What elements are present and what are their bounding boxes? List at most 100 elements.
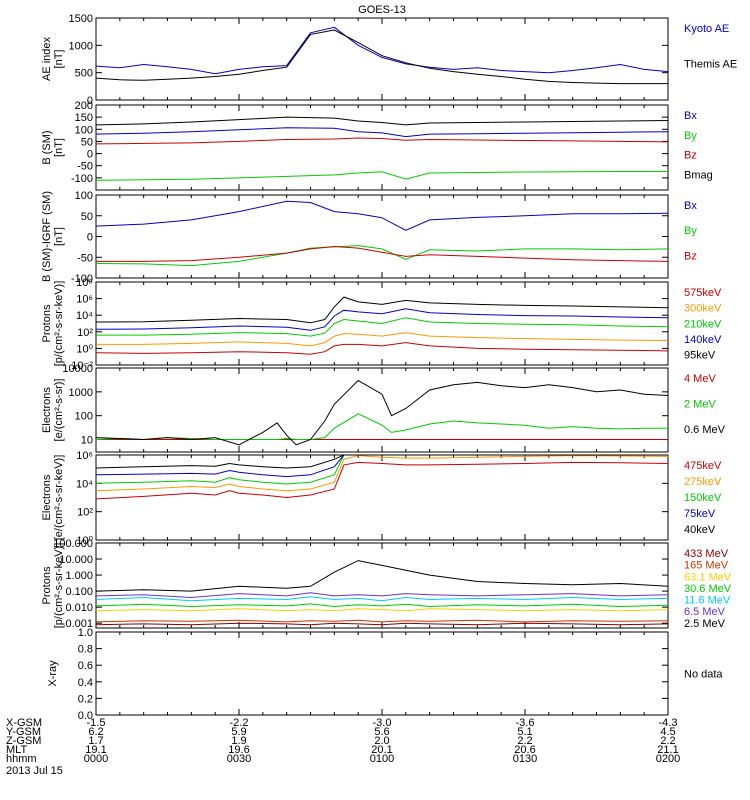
series-line xyxy=(95,127,669,138)
y-axis-label: [e/(cm²-s-sr-keV)] xyxy=(53,455,65,541)
footer-row-value: 20.6 xyxy=(514,744,535,756)
legend-entry: 95keV xyxy=(684,350,716,362)
y-axis-label: B (SM) xyxy=(41,130,53,164)
legend-entry: 2 MeV xyxy=(684,398,716,410)
footer-row-value: 1.9 xyxy=(231,735,246,747)
legend-entry: 40keV xyxy=(684,524,716,536)
y-tick-label: 10⁴ xyxy=(76,310,93,322)
y-axis-label: AE index xyxy=(41,36,53,81)
legend-entry: Kyoto AE xyxy=(684,23,729,35)
series-line xyxy=(96,317,669,337)
y-axis-label: B (SM)-IGRF (SM) xyxy=(41,191,53,282)
legend-entry: 0.6 MeV xyxy=(684,424,726,436)
series-line xyxy=(95,608,669,612)
y-tick-label: 1000 xyxy=(69,40,93,52)
footer-row-value: 2.2 xyxy=(517,735,532,747)
legend-entry: 433 MeV xyxy=(684,548,729,560)
legend-entry: By xyxy=(684,130,697,142)
footer-row-value: 1.7 xyxy=(88,735,103,747)
y-tick-label: 0 xyxy=(87,149,93,161)
y-tick-label: -100 xyxy=(71,273,93,285)
y-axis-label: [e/(cm²-s-sr)] xyxy=(53,379,65,442)
footer-row-value: -4.3 xyxy=(659,717,678,729)
footer-row-label: X-GSM xyxy=(6,717,42,729)
legend-entry: Bz xyxy=(684,150,697,162)
y-tick-label: 10² xyxy=(77,507,93,519)
y-axis-label: [p/(cm²-s-sr-keV)] xyxy=(53,543,65,629)
legend-entry: 150keV xyxy=(684,492,722,504)
legend-entry: 165 MeV xyxy=(684,560,729,572)
legend-entry: 575keV xyxy=(684,287,722,299)
legend-entry: 75keV xyxy=(684,508,716,520)
footer-row-value: 21.1 xyxy=(657,744,678,756)
series-line xyxy=(95,26,669,75)
y-tick-label: 10⁰ xyxy=(76,535,93,547)
footer-row-value: 2.0 xyxy=(374,735,389,747)
y-tick-label: 10² xyxy=(77,327,93,339)
y-tick-label: 10⁻² xyxy=(71,360,93,372)
footer-row-value: 5.9 xyxy=(231,726,246,738)
y-axis-label: Electrons xyxy=(41,474,53,520)
series-line xyxy=(95,379,669,446)
footer-row-value: 20.1 xyxy=(371,744,392,756)
y-tick-label: 10⁶ xyxy=(76,450,93,462)
footer-row-value: 0200 xyxy=(656,753,680,765)
legend-entry: 2.5 MeV xyxy=(684,618,726,630)
y-axis-label: [nT] xyxy=(53,227,65,246)
legend-entry: Bz xyxy=(684,250,697,262)
footer-row-value: -3.0 xyxy=(373,717,392,729)
legend-entry: By xyxy=(684,225,697,237)
series-line xyxy=(95,596,669,602)
y-tick-label: 0.8 xyxy=(78,644,93,656)
series-line xyxy=(95,200,669,231)
series-line xyxy=(95,455,669,492)
y-tick-label: 0 xyxy=(87,95,93,107)
y-tick-label: -50 xyxy=(77,252,93,264)
series-line xyxy=(96,245,669,262)
y-tick-label: 500 xyxy=(75,68,93,80)
chart-title: GOES-13 xyxy=(358,4,406,16)
y-tick-label: 1.0 xyxy=(78,627,93,639)
y-tick-label: 10.000 xyxy=(59,554,93,566)
y-axis-label: X-ray xyxy=(47,660,59,687)
y-axis-label: [nT] xyxy=(53,138,65,157)
footer-row-value: 5.6 xyxy=(374,726,389,738)
footer-row-value: 0100 xyxy=(370,753,394,765)
footer-row-value: 2.2 xyxy=(660,735,675,747)
y-tick-label: 50 xyxy=(81,136,93,148)
footer-row-value: 4.5 xyxy=(660,726,675,738)
series-line xyxy=(95,342,669,355)
series-line xyxy=(96,332,669,347)
y-axis-label: [p/(cm²-s-sr-keV)] xyxy=(53,281,65,367)
panel-frame xyxy=(95,631,669,716)
y-tick-label: 10⁴ xyxy=(76,478,93,490)
series-line xyxy=(95,413,668,441)
panel-frame xyxy=(95,542,669,629)
y-tick-label: 0.2 xyxy=(78,693,93,705)
footer-row-value: 5.1 xyxy=(517,726,532,738)
y-tick-label: 200 xyxy=(75,100,93,112)
y-tick-label: 10 xyxy=(81,435,93,447)
series-line xyxy=(95,308,669,331)
series-line xyxy=(95,116,669,126)
y-tick-label: 1.000 xyxy=(65,570,93,582)
legend-entry: Bx xyxy=(684,200,697,212)
legend-entry: 475keV xyxy=(684,460,722,472)
legend-entry: 63.1 MeV xyxy=(684,571,732,583)
footer-date: 2013 Jul 15 xyxy=(6,765,63,777)
y-tick-label: 50 xyxy=(81,211,93,223)
y-axis-label: [nT] xyxy=(53,50,65,69)
series-line xyxy=(95,29,668,85)
legend-entry: Bx xyxy=(684,110,697,122)
footer-row-value: -2.2 xyxy=(230,717,249,729)
legend-entry: Bmag xyxy=(684,169,713,181)
y-axis-label: Protons xyxy=(41,304,53,342)
panel-frame xyxy=(95,17,669,101)
y-tick-label: 0.001 xyxy=(65,618,93,630)
series-line xyxy=(95,619,669,623)
panel-frame xyxy=(95,454,669,541)
legend-entry: 4 MeV xyxy=(684,373,716,385)
series-line xyxy=(95,296,669,324)
footer-row-label: Y-GSM xyxy=(6,726,41,738)
